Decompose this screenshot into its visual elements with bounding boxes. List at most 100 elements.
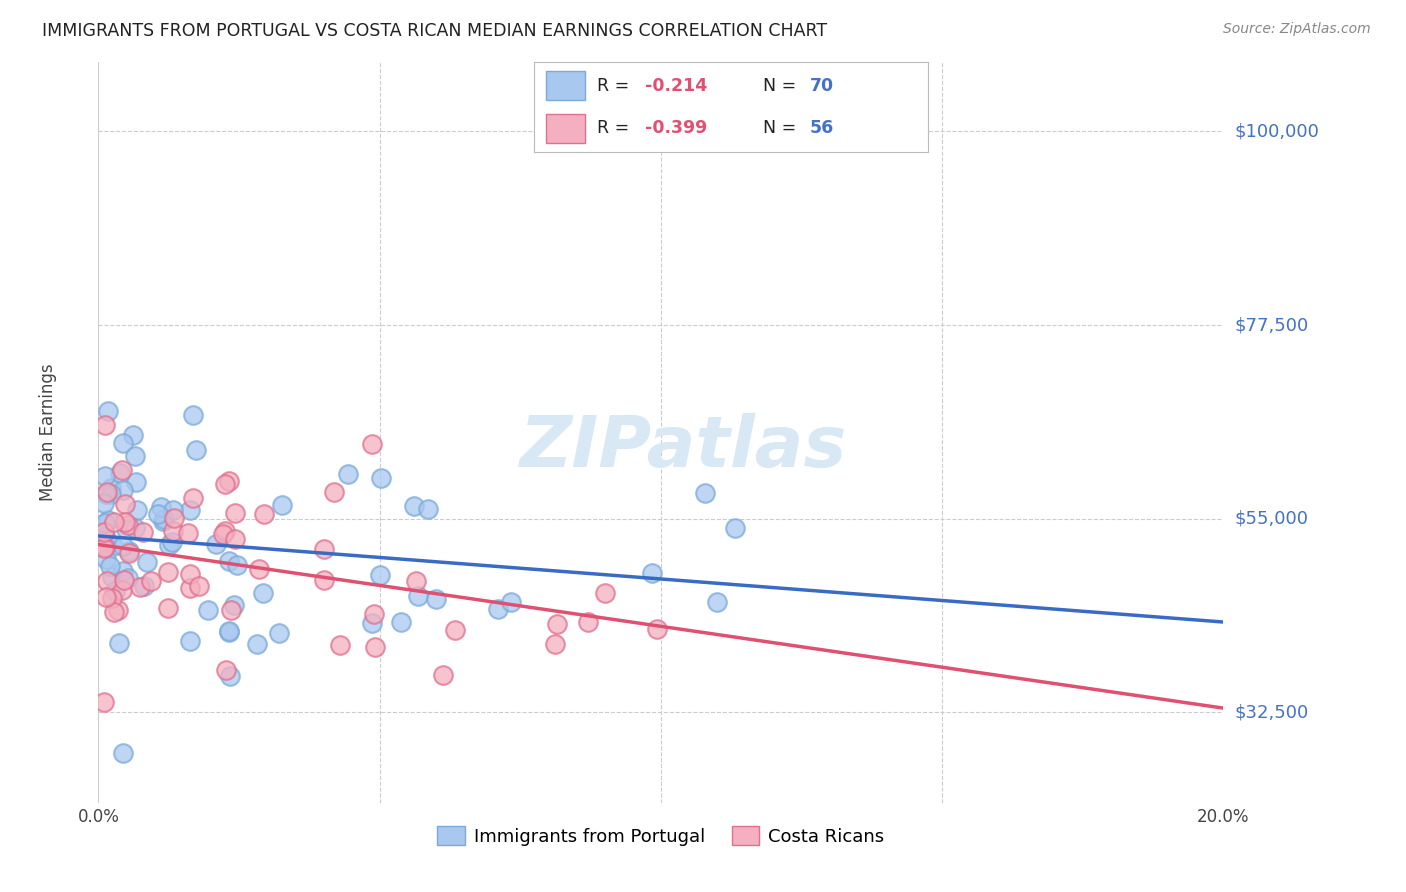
- Point: [706, 595, 728, 609]
- Point: [94, 516, 117, 531]
- Point: [219, 603, 242, 617]
- Point: [218, 474, 240, 488]
- Point: [444, 623, 467, 637]
- Point: [93, 417, 115, 432]
- Point: [101, 591, 124, 605]
- Point: [148, 507, 170, 521]
- Point: [93, 695, 115, 709]
- Point: [118, 546, 141, 560]
- Point: [188, 579, 211, 593]
- Point: [129, 580, 152, 594]
- Text: N =: N =: [762, 77, 801, 95]
- Point: [108, 466, 131, 480]
- Text: Source: ZipAtlas.com: Source: ZipAtlas.com: [1223, 22, 1371, 37]
- Point: [132, 524, 155, 539]
- Point: [402, 500, 425, 514]
- Point: [162, 503, 184, 517]
- Point: [432, 667, 454, 681]
- Point: [323, 484, 346, 499]
- Text: ZIPatlas: ZIPatlas: [520, 413, 846, 482]
- Point: [361, 437, 384, 451]
- Point: [546, 616, 568, 631]
- Point: [114, 497, 136, 511]
- Point: [98, 558, 121, 573]
- Point: [134, 579, 156, 593]
- Text: $77,500: $77,500: [1234, 316, 1309, 334]
- Text: R =: R =: [598, 120, 636, 137]
- Point: [112, 483, 135, 497]
- Point: [103, 515, 125, 529]
- Point: [576, 615, 599, 630]
- Point: [247, 561, 270, 575]
- Point: [179, 581, 201, 595]
- Point: [149, 500, 172, 514]
- Point: [136, 555, 159, 569]
- Point: [111, 463, 134, 477]
- Point: [93, 526, 115, 541]
- Point: [314, 573, 336, 587]
- Point: [101, 570, 124, 584]
- Point: [162, 524, 184, 538]
- Point: [212, 526, 235, 541]
- Point: [416, 502, 439, 516]
- Point: [218, 624, 240, 638]
- Point: [107, 602, 129, 616]
- Point: [179, 503, 201, 517]
- Point: [312, 542, 335, 557]
- Point: [124, 521, 146, 535]
- Point: [645, 622, 668, 636]
- Point: [361, 616, 384, 631]
- Point: [425, 591, 447, 606]
- Point: [104, 583, 127, 598]
- Point: [406, 589, 429, 603]
- Point: [112, 574, 135, 588]
- Point: [125, 475, 148, 489]
- Point: [184, 442, 207, 457]
- Point: [108, 636, 131, 650]
- Point: [153, 512, 176, 526]
- Point: [156, 565, 179, 579]
- Text: IMMIGRANTS FROM PORTUGAL VS COSTA RICAN MEDIAN EARNINGS CORRELATION CHART: IMMIGRANTS FROM PORTUGAL VS COSTA RICAN …: [42, 22, 827, 40]
- Point: [94, 591, 117, 605]
- Point: [139, 574, 162, 588]
- Point: [389, 615, 412, 629]
- Point: [127, 503, 149, 517]
- Point: [486, 602, 509, 616]
- Point: [100, 481, 122, 495]
- Point: [112, 746, 135, 760]
- Point: [117, 571, 139, 585]
- Point: [112, 539, 135, 553]
- Point: [117, 517, 139, 532]
- Point: [641, 566, 664, 580]
- Text: Median Earnings: Median Earnings: [39, 364, 56, 501]
- Point: [252, 586, 274, 600]
- Point: [214, 524, 236, 539]
- Point: [544, 637, 567, 651]
- Point: [156, 601, 179, 615]
- Point: [96, 574, 118, 589]
- Point: [724, 521, 747, 535]
- Point: [267, 625, 290, 640]
- Point: [368, 567, 391, 582]
- Point: [176, 526, 198, 541]
- Point: [160, 534, 183, 549]
- Point: [111, 564, 134, 578]
- Point: [501, 595, 523, 609]
- Point: [693, 486, 716, 500]
- Text: $55,000: $55,000: [1234, 509, 1309, 528]
- Point: [152, 514, 174, 528]
- Point: [224, 532, 246, 546]
- Point: [124, 449, 146, 463]
- Point: [157, 537, 180, 551]
- Point: [336, 467, 359, 482]
- Point: [219, 669, 242, 683]
- Bar: [546, 114, 585, 143]
- Point: [96, 513, 118, 527]
- Point: [163, 510, 186, 524]
- Point: [96, 531, 118, 545]
- Point: [93, 525, 115, 540]
- Point: [96, 484, 118, 499]
- Point: [179, 633, 201, 648]
- Text: 70: 70: [810, 77, 834, 95]
- Point: [197, 602, 219, 616]
